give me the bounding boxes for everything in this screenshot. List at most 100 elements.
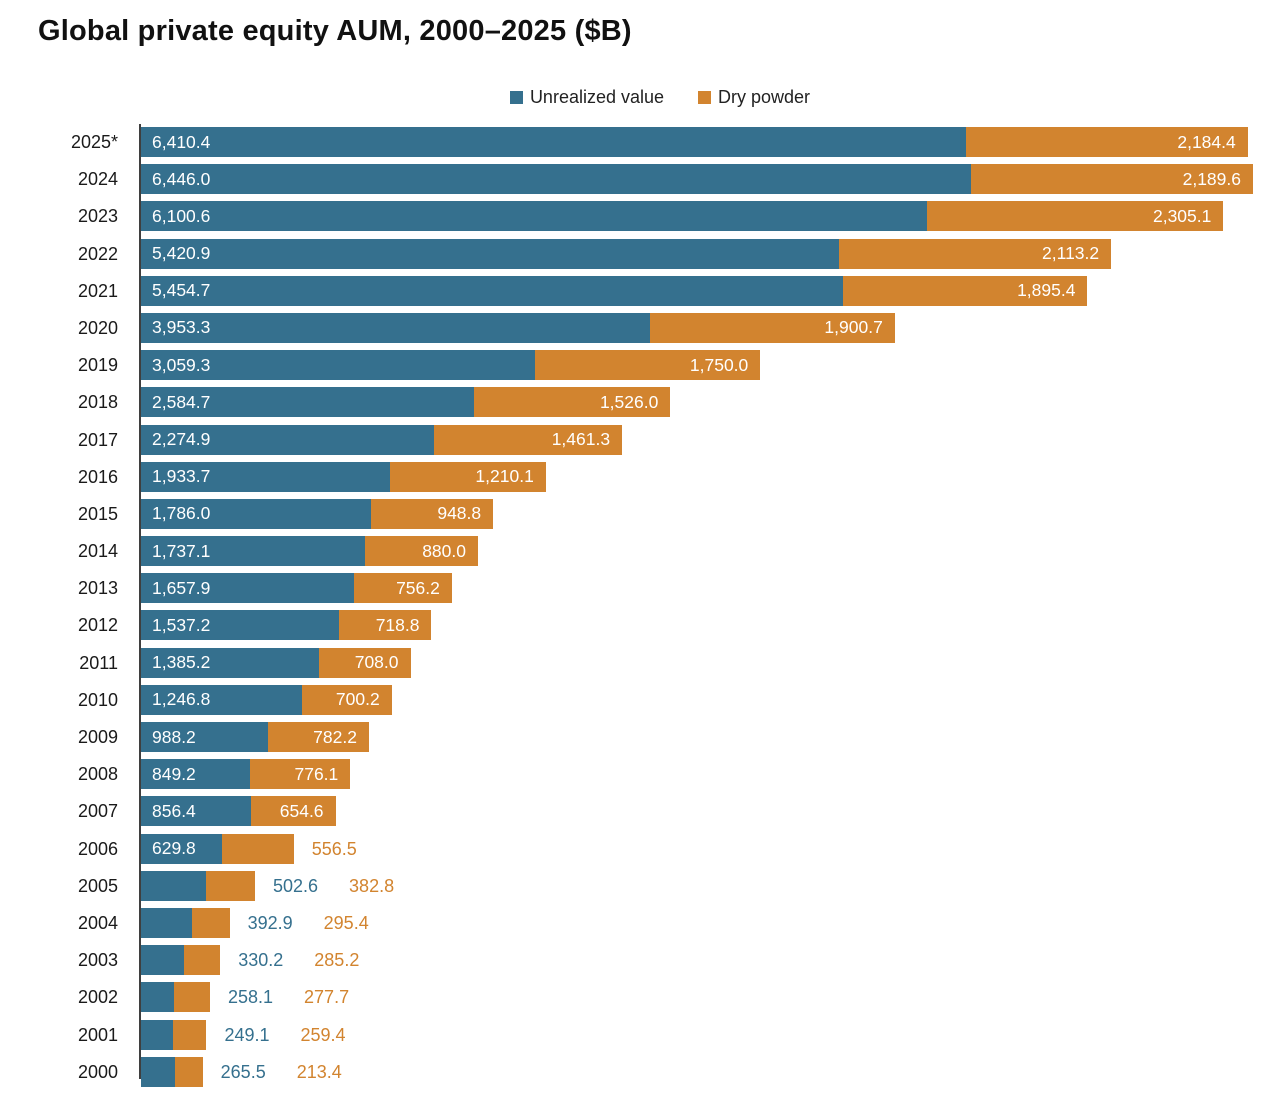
unrealized-bar-segment: 3,953.3 <box>141 312 651 343</box>
bar-row: 2014 1,737.1 880.0 <box>0 536 1280 567</box>
chart-title: Global private equity AUM, 2000–2025 ($B… <box>38 15 632 47</box>
unrealized-value-label: 2,584.7 <box>152 391 211 412</box>
year-label: 2022 <box>77 243 118 264</box>
bar-rows: 2025* 6,410.4 2,184.4 2024 6,446.0 2,189.6 202… <box>0 127 1280 1087</box>
legend-item-dry-powder: Dry powder <box>698 87 810 108</box>
year-label: 2010 <box>77 689 118 710</box>
year-label: 2020 <box>77 317 118 338</box>
legend-label-dry-powder: Dry powder <box>718 86 811 107</box>
unrealized-bar-segment: 1,737.1 <box>141 536 365 567</box>
bar-row: 2003 330.2 285.2 <box>0 945 1280 976</box>
unrealized-bar-segment <box>141 982 175 1013</box>
unrealized-bar-segment: 6,410.4 <box>141 127 967 157</box>
unrealized-value-label: 629.8 <box>152 838 196 859</box>
dry-powder-bar-segment: 700.2 <box>301 684 392 715</box>
unrealized-bar-segment: 1,246.8 <box>141 684 302 715</box>
year-label: 2015 <box>77 503 118 524</box>
dry-powder-value-label: 295.4 <box>323 912 369 933</box>
bar-row: 2004 392.9 295.4 <box>0 907 1280 938</box>
dry-powder-value-label: 718.8 <box>375 614 420 635</box>
unrealized-bar-segment: 1,657.9 <box>141 573 355 604</box>
unrealized-value-label: 5,420.9 <box>152 243 211 264</box>
dry-powder-value-label: 1,210.1 <box>475 466 534 487</box>
dry-powder-value-label: 1,750.0 <box>689 354 749 375</box>
dry-powder-bar-segment <box>191 907 230 938</box>
year-label: 2018 <box>77 392 118 413</box>
year-label: 2016 <box>77 466 118 487</box>
unrealized-value-label: 1,246.8 <box>152 689 211 710</box>
bar-row: 2001 249.1 259.4 <box>0 1019 1280 1050</box>
year-label: 2021 <box>77 280 118 301</box>
dry-powder-bar-segment: 2,189.6 <box>971 164 1253 195</box>
unrealized-value-label: 249.1 <box>224 1024 270 1045</box>
bar-row: 2020 3,953.3 1,900.7 <box>0 312 1280 343</box>
dry-powder-bar-segment: 2,305.1 <box>926 201 1224 232</box>
dry-powder-bar-segment: 2,113.2 <box>839 238 1112 269</box>
unrealized-bar-segment <box>141 1019 174 1050</box>
unrealized-bar-segment: 2,584.7 <box>141 387 474 418</box>
year-label: 2000 <box>77 1061 118 1082</box>
dry-powder-bar-segment: 718.8 <box>338 610 432 641</box>
dry-powder-bar-segment: 948.8 <box>370 498 494 529</box>
year-label: 2006 <box>77 838 118 859</box>
year-label: 2008 <box>77 764 118 785</box>
unrealized-bar-segment: 3,059.3 <box>141 350 535 381</box>
dry-powder-value-label: 277.7 <box>304 987 350 1008</box>
bar-row: 2024 6,446.0 2,189.6 <box>0 164 1280 195</box>
unrealized-value-label: 1,537.2 <box>152 614 211 635</box>
dry-powder-bar-segment: 1,895.4 <box>843 275 1088 306</box>
dry-powder-value-label: 1,900.7 <box>824 317 883 338</box>
unrealized-bar-segment: 2,274.9 <box>141 424 434 455</box>
bar-row: 2019 3,059.3 1,750.0 <box>0 350 1280 381</box>
year-label: 2025* <box>70 132 118 152</box>
bar-row: 2015 1,786.0 948.8 <box>0 498 1280 529</box>
year-label: 2011 <box>79 652 118 673</box>
bar-row: 2016 1,933.7 1,210.1 <box>0 461 1280 492</box>
dry-powder-value-label: 948.8 <box>437 503 482 524</box>
y-axis-line <box>139 124 141 1079</box>
unrealized-value-label: 5,454.7 <box>152 280 211 301</box>
unrealized-bar-segment: 1,385.2 <box>141 647 320 678</box>
dry-powder-value-label: 382.8 <box>349 875 395 896</box>
dry-powder-bar-segment: 1,210.1 <box>390 461 546 492</box>
unrealized-bar-segment: 849.2 <box>141 759 251 790</box>
legend-item-unrealized: Unrealized value <box>509 86 665 108</box>
dry-powder-value-label: 1,526.0 <box>599 391 659 412</box>
dry-powder-bar-segment: 1,461.3 <box>433 424 623 455</box>
bar-row: 2008 849.2 776.1 <box>0 759 1280 790</box>
unrealized-value-label: 265.5 <box>220 1061 266 1082</box>
legend-label-unrealized: Unrealized value <box>529 86 665 107</box>
dry-powder-bar-segment: 880.0 <box>364 536 478 567</box>
year-label: 2023 <box>77 206 118 227</box>
year-label: 2002 <box>77 987 118 1008</box>
dry-powder-value-label: 1,461.3 <box>551 429 611 449</box>
legend: Unrealized value Dry powder <box>0 86 1280 108</box>
year-label: 2005 <box>77 875 118 896</box>
unrealized-value-label: 502.6 <box>273 875 319 896</box>
dry-powder-bar-segment <box>175 1056 203 1087</box>
bar-row: 2006 629.8 556.5 <box>0 833 1280 864</box>
dry-powder-bar-segment <box>222 833 294 864</box>
dry-powder-bar-segment <box>174 982 210 1013</box>
dry-powder-bar-segment: 1,750.0 <box>534 350 761 381</box>
year-label: 2012 <box>77 615 118 636</box>
unrealized-bar-segment <box>141 945 184 976</box>
bar-row: 2011 1,385.2 708.0 <box>0 647 1280 678</box>
bar-row: 2005 502.6 382.8 <box>0 870 1280 901</box>
bar-row: 2021 5,454.7 1,895.4 <box>0 275 1280 306</box>
dry-powder-bar-segment: 708.0 <box>319 647 411 678</box>
unrealized-value-label: 1,786.0 <box>152 503 211 524</box>
dry-powder-value-label: 2,184.4 <box>1177 131 1236 152</box>
dry-powder-bar-segment <box>205 870 255 901</box>
dry-powder-value-label: 2,189.6 <box>1182 168 1241 189</box>
dry-powder-swatch-icon <box>698 90 712 104</box>
unrealized-bar-segment: 856.4 <box>141 796 252 827</box>
bar-row: 2007 856.4 654.6 <box>0 796 1280 827</box>
unrealized-bar-segment: 6,100.6 <box>141 201 927 232</box>
dry-powder-value-label: 213.4 <box>296 1061 342 1082</box>
year-label: 2001 <box>77 1024 118 1045</box>
dry-powder-bar-segment: 1,526.0 <box>473 387 671 418</box>
year-label: 2004 <box>77 912 118 933</box>
unrealized-bar-segment: 1,786.0 <box>141 498 371 529</box>
